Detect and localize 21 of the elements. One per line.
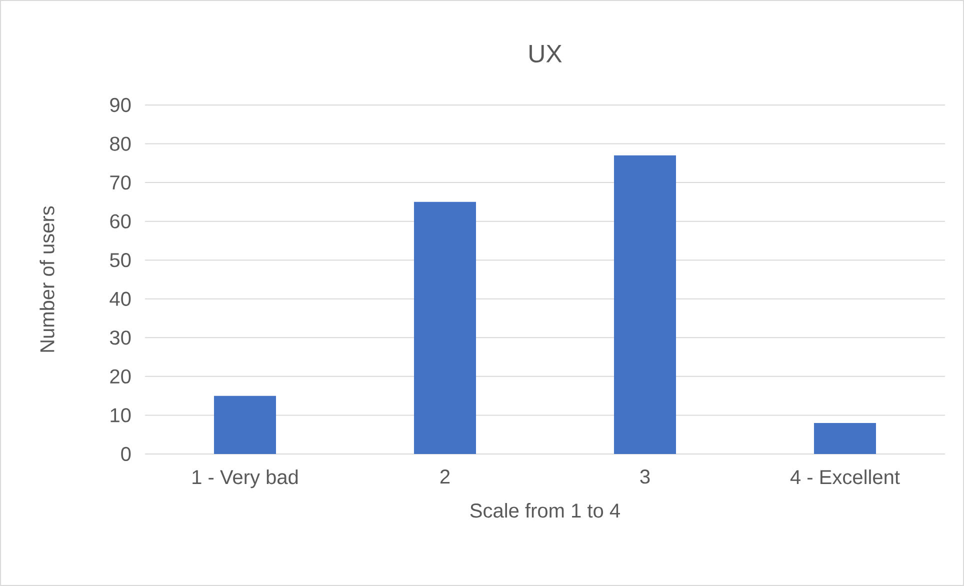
y-tick-label: 90 — [110, 98, 131, 112]
y-tick-label: 10 — [110, 408, 131, 422]
y-tick-label: 20 — [110, 369, 131, 384]
x-tick-label: 3 — [640, 470, 650, 484]
x-tick-label: 4 - Excellent — [790, 470, 900, 484]
bar — [814, 422, 876, 454]
y-axis-title: Number of users — [40, 206, 54, 352]
y-tick-label: 40 — [110, 292, 131, 306]
bar — [214, 396, 276, 454]
y-tick-label: 50 — [110, 253, 131, 268]
x-axis-title: Scale from 1 to 4 — [470, 503, 620, 518]
y-tick-label: 60 — [110, 214, 131, 228]
chart-title: UX — [530, 45, 562, 62]
x-tick-label: 2 — [440, 470, 450, 484]
x-tick-label: 1 - Very bad — [192, 470, 298, 488]
bar — [414, 202, 476, 454]
y-tick-label: 70 — [110, 175, 131, 190]
bar — [614, 155, 676, 454]
y-tick-label: 0 — [121, 446, 131, 462]
y-tick-label: 80 — [110, 136, 131, 151]
y-tick-label: 30 — [110, 330, 131, 345]
